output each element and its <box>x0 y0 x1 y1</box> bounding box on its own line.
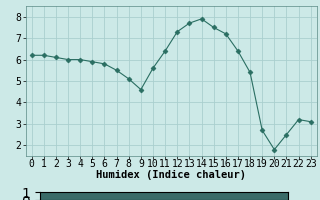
X-axis label: Humidex (Indice chaleur): Humidex (Indice chaleur) <box>96 170 246 180</box>
